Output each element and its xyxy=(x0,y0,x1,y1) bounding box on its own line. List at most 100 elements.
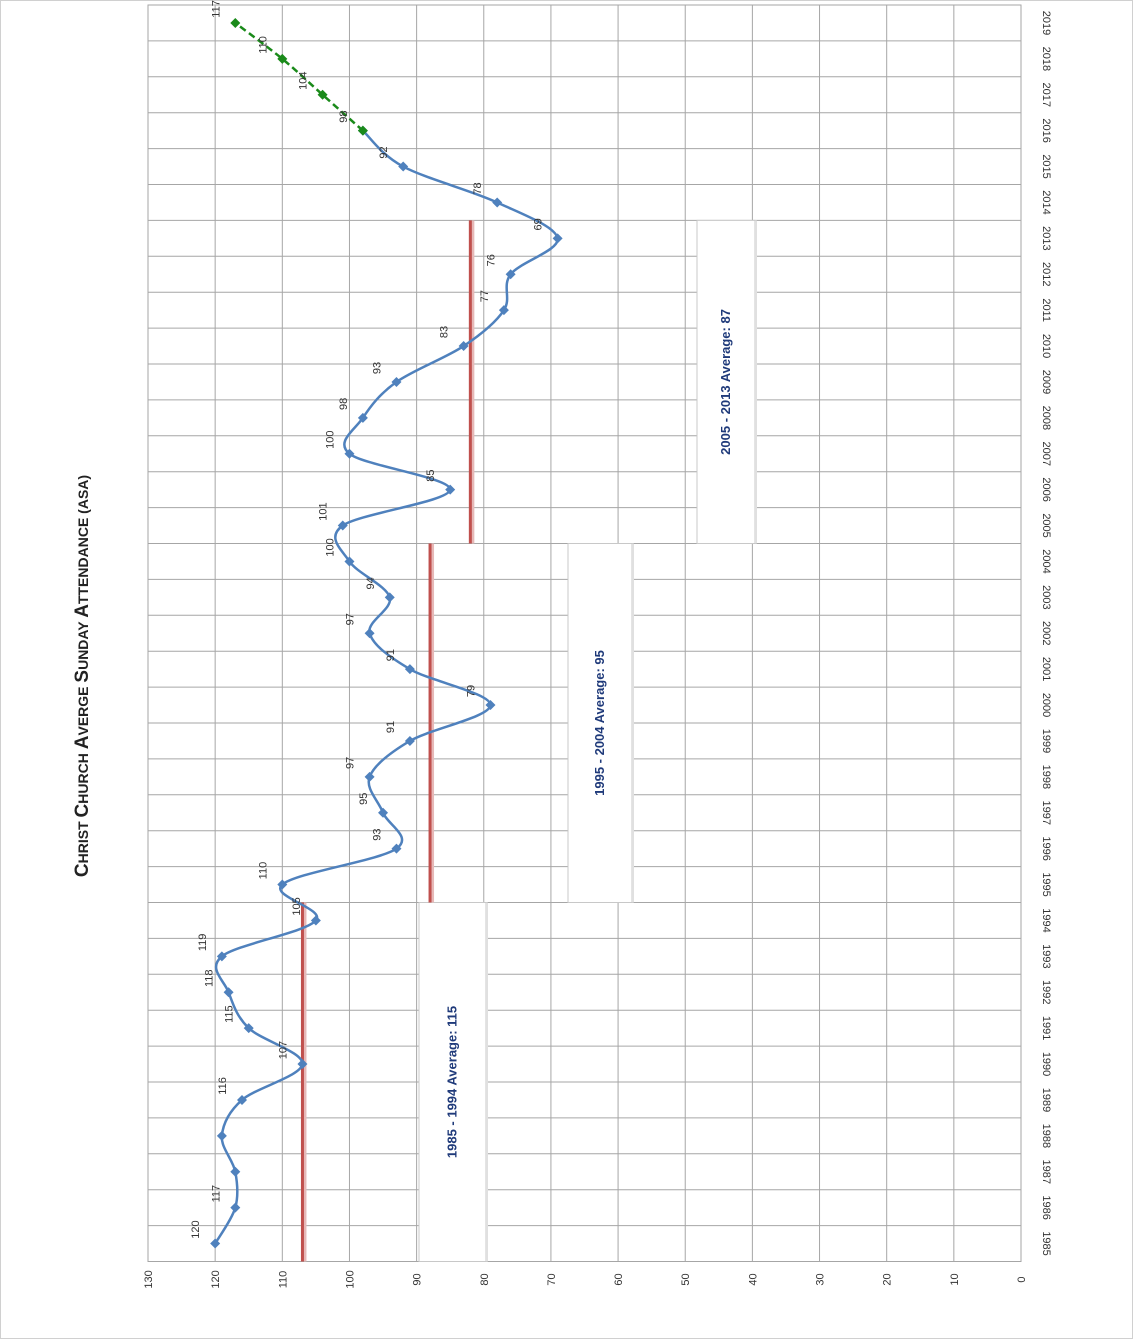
year-tick-label: 2009 xyxy=(1040,370,1052,394)
data-point xyxy=(404,664,415,675)
data-point xyxy=(344,448,355,459)
data-label: 93 xyxy=(371,362,383,374)
title-part: C xyxy=(72,863,93,877)
data-labels: 120 117 116 107 115 118 119 105 110 93 95 97 91 79 91 9… xyxy=(190,0,544,1239)
data-label: 115 xyxy=(224,1005,236,1023)
year-tick-label: 1989 xyxy=(1040,1088,1052,1112)
average-band xyxy=(418,902,487,1262)
data-point xyxy=(458,341,469,352)
year-tick-label: 1992 xyxy=(1040,980,1052,1004)
year-tick-label: 1986 xyxy=(1040,1195,1052,1219)
data-point xyxy=(230,1166,241,1177)
data-point xyxy=(498,305,509,316)
data-label: 77 xyxy=(479,290,491,302)
data-label: 95 xyxy=(358,793,370,805)
data-label: 91 xyxy=(385,721,397,733)
data-point xyxy=(364,628,375,639)
data-point xyxy=(391,376,402,387)
data-point xyxy=(364,771,375,782)
data-point xyxy=(445,484,456,495)
data-label: 78 xyxy=(472,182,484,194)
year-tick-label: 2010 xyxy=(1040,334,1052,358)
data-label: 116 xyxy=(217,1077,229,1095)
data-point xyxy=(492,197,503,208)
value-tick-label: 70 xyxy=(546,1273,558,1285)
average-label: 2005 - 2013 Average: 87 xyxy=(718,309,733,455)
data-label: 100 xyxy=(324,431,336,449)
value-tick-label: 90 xyxy=(412,1273,424,1285)
data-point xyxy=(216,951,227,962)
value-tick-label: 100 xyxy=(344,1270,356,1288)
series-line xyxy=(234,21,364,132)
data-label: 92 xyxy=(378,146,390,158)
year-tick-label: 2016 xyxy=(1040,118,1052,142)
data-label: 85 xyxy=(425,470,437,482)
data-label: 120 xyxy=(190,1220,202,1238)
title-part: UNDAY xyxy=(75,618,91,670)
data-label: 105 xyxy=(291,897,303,915)
data-point xyxy=(337,520,348,531)
data-label: 117 xyxy=(210,0,222,18)
year-tick-label: 1996 xyxy=(1040,836,1052,860)
year-tick-label: 2006 xyxy=(1040,477,1052,501)
year-tick-label: 2018 xyxy=(1040,47,1052,71)
data-label: 107 xyxy=(277,1041,289,1059)
value-tick-label: 120 xyxy=(210,1270,222,1288)
data-point xyxy=(378,807,389,818)
year-tick-label: 1994 xyxy=(1040,908,1052,932)
value-tick-label: 50 xyxy=(680,1273,692,1285)
title-part: S xyxy=(72,670,93,683)
year-tick-label: 1990 xyxy=(1040,1052,1052,1076)
data-point xyxy=(243,1023,254,1034)
data-point xyxy=(310,915,321,926)
data-label: 98 xyxy=(338,111,350,123)
year-tick-label: 1988 xyxy=(1040,1124,1052,1148)
data-point xyxy=(357,412,368,423)
year-tick-label: 2012 xyxy=(1040,262,1052,286)
year-tick-label: 1987 xyxy=(1040,1160,1052,1184)
year-tick-label: 2017 xyxy=(1040,83,1052,107)
data-point xyxy=(210,1238,221,1249)
data-label: 104 xyxy=(298,72,310,90)
year-tick-label: 1995 xyxy=(1040,872,1052,896)
chart-title-text: CHRIST CHURCH AVERGE SUNDAY ATTENDANCE (… xyxy=(72,475,93,877)
year-tick-label: 2014 xyxy=(1040,190,1052,214)
average-band xyxy=(696,219,756,544)
data-point xyxy=(357,125,368,136)
year-tick-label: 2002 xyxy=(1040,621,1052,645)
average-lines xyxy=(300,220,475,1262)
year-tick-label: 2001 xyxy=(1040,657,1052,681)
data-point xyxy=(317,89,328,100)
year-tick-label: 1998 xyxy=(1040,765,1052,789)
data-label: 101 xyxy=(318,502,330,520)
value-tick-label: 30 xyxy=(815,1273,827,1285)
series-markers xyxy=(210,17,563,1249)
year-axis-ticks: 1985 1986 1987 1988 1989 1990 1991 1992 1993 1994… xyxy=(1040,11,1052,1256)
value-tick-label: 0 xyxy=(1016,1276,1028,1282)
value-tick-label: 60 xyxy=(613,1273,625,1285)
data-point xyxy=(216,1130,227,1141)
data-point xyxy=(391,843,402,854)
data-label: 117 xyxy=(210,1185,222,1203)
value-tick-label: 10 xyxy=(949,1273,961,1285)
average-band xyxy=(567,543,633,903)
data-label: 97 xyxy=(345,613,357,625)
chart-title: CHRIST CHURCH AVERGE SUNDAY ATTENDANCE (… xyxy=(72,475,93,877)
year-tick-label: 1985 xyxy=(1040,1231,1052,1255)
year-tick-label: 1999 xyxy=(1040,729,1052,753)
data-point xyxy=(277,879,288,890)
year-tick-label: 2019 xyxy=(1040,11,1052,35)
title-part: C xyxy=(72,803,93,817)
value-tick-label: 20 xyxy=(882,1273,894,1285)
value-tick-label: 40 xyxy=(747,1273,759,1285)
data-label: 119 xyxy=(197,934,209,952)
value-tick-label: 110 xyxy=(277,1271,289,1289)
year-tick-label: 2013 xyxy=(1040,226,1052,250)
data-point xyxy=(237,1094,248,1105)
data-point xyxy=(384,592,395,603)
year-tick-label: 1991 xyxy=(1040,1016,1052,1040)
year-tick-label: 2000 xyxy=(1040,693,1052,717)
year-tick-label: 2005 xyxy=(1040,513,1052,537)
